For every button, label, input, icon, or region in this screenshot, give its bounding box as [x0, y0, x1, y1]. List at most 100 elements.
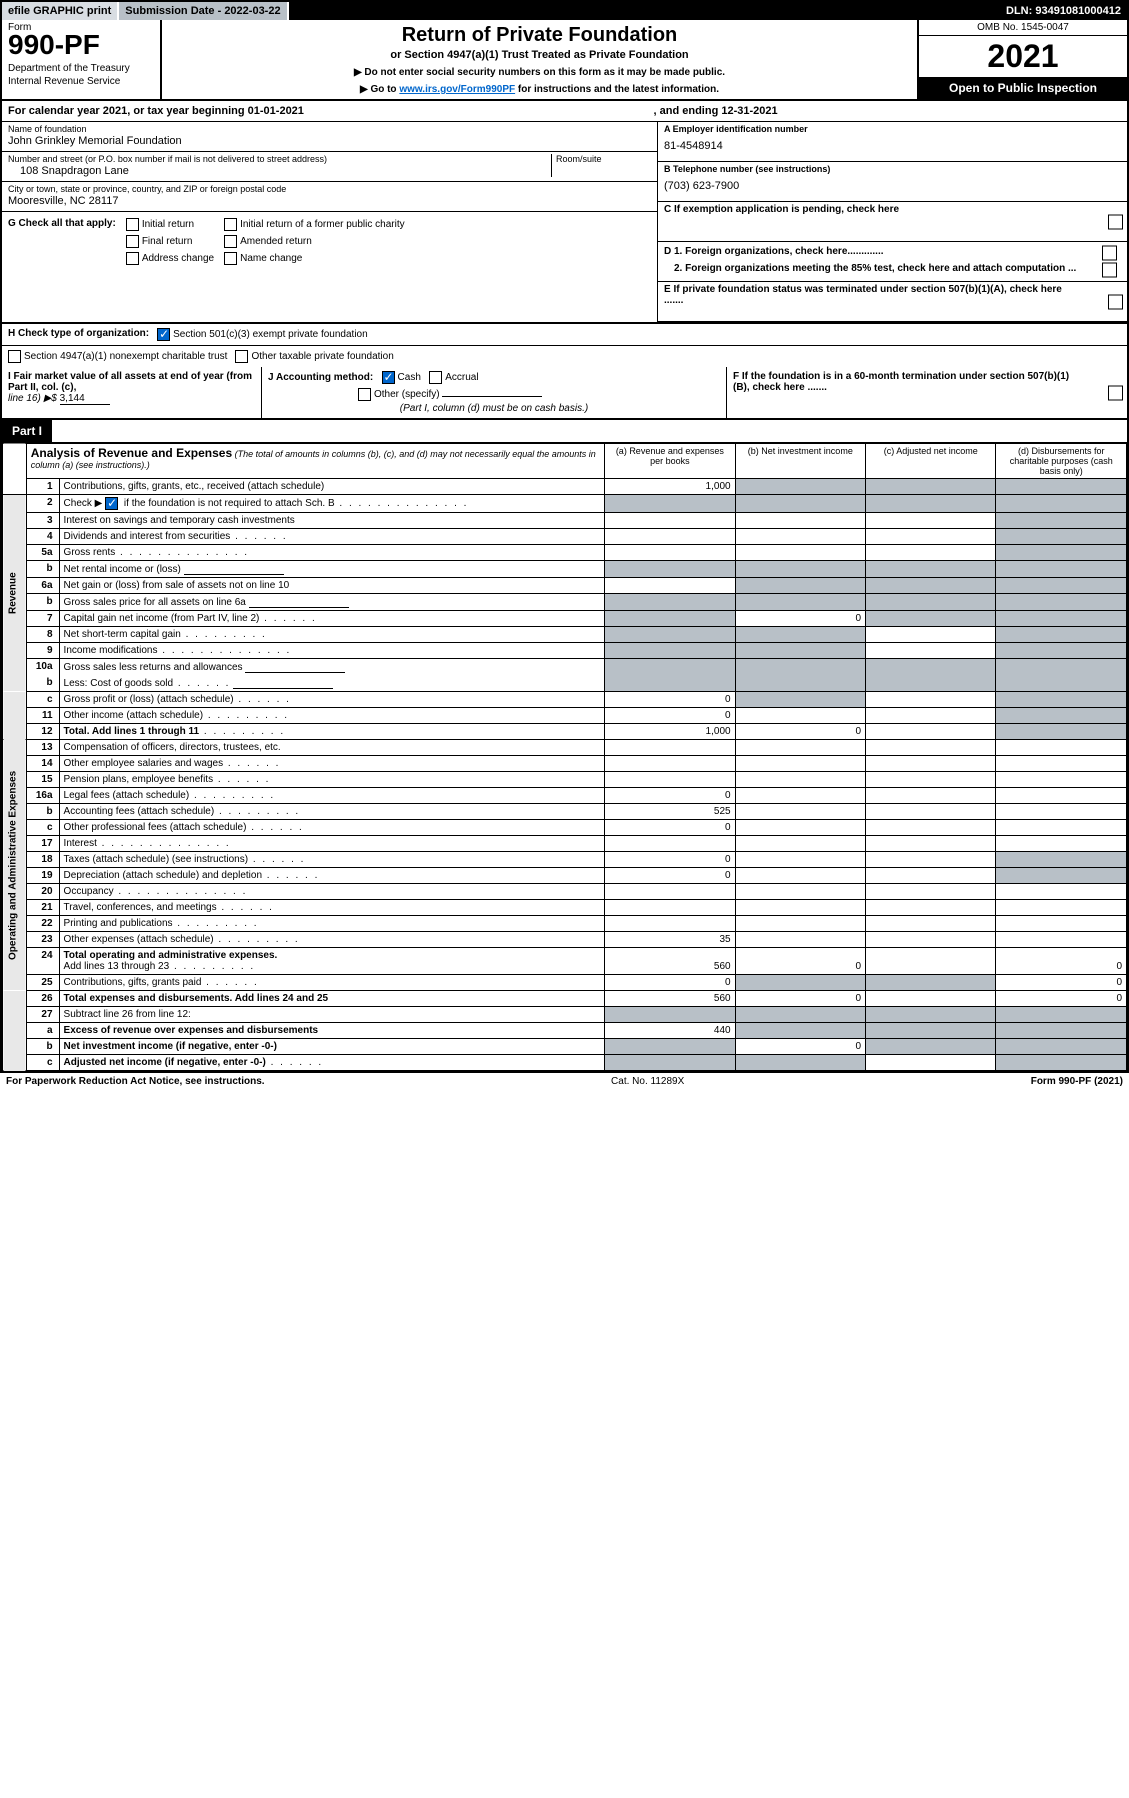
- col-a-header: (a) Revenue and expenses per books: [605, 443, 735, 479]
- d-foreign-row: D 1. Foreign organizations, check here..…: [658, 242, 1127, 282]
- table-row: 10aGross sales less returns and allowanc…: [3, 659, 1127, 676]
- ij-row: I Fair market value of all assets at end…: [2, 367, 1127, 420]
- checkbox-icon[interactable]: [126, 252, 139, 265]
- table-row: cAdjusted net income (if negative, enter…: [3, 1055, 1127, 1071]
- checkbox-icon[interactable]: [8, 350, 21, 363]
- ein-value: 81-4548914: [664, 140, 1121, 152]
- dln-label: DLN: 93491081000412: [1000, 2, 1127, 20]
- h-org-type-row: H Check type of organization: Section 50…: [2, 324, 1127, 346]
- table-row: 9Income modifications: [3, 643, 1127, 659]
- g-opt-final: Final return: [126, 235, 214, 248]
- tax-year: 2021: [919, 36, 1127, 77]
- checkbox-checked-icon[interactable]: [105, 497, 118, 510]
- f-termination-box: F If the foundation is in a 60-month ter…: [727, 367, 1127, 418]
- table-row: 15Pension plans, employee benefits: [3, 772, 1127, 788]
- checkbox-icon[interactable]: [126, 235, 139, 248]
- e-terminated-row: E If private foundation status was termi…: [658, 282, 1127, 322]
- checkbox-icon[interactable]: [429, 371, 442, 384]
- g-opt-amended: Amended return: [224, 235, 405, 248]
- table-row: bNet investment income (if negative, ent…: [3, 1039, 1127, 1055]
- checkbox-checked-icon[interactable]: [382, 371, 395, 384]
- table-row: 26Total expenses and disbursements. Add …: [3, 991, 1127, 1007]
- e-label: E If private foundation status was termi…: [664, 284, 1062, 306]
- checkbox-icon[interactable]: [358, 388, 371, 401]
- city: Mooresville, NC 28117: [8, 195, 651, 207]
- revenue-sidelabel: Revenue: [3, 495, 27, 692]
- g-opt-initial: Initial return: [126, 218, 214, 231]
- checkbox-icon[interactable]: [224, 235, 237, 248]
- table-row: 14Other employee salaries and wages: [3, 756, 1127, 772]
- table-row: 20Occupancy: [3, 884, 1127, 900]
- j-note: (Part I, column (d) must be on cash basi…: [400, 403, 588, 414]
- table-row: cOther professional fees (attach schedul…: [3, 820, 1127, 836]
- table-row: 27Subtract line 26 from line 12:: [3, 1007, 1127, 1023]
- info-left-col: Name of foundation John Grinkley Memoria…: [2, 122, 658, 322]
- dept-irs: Internal Revenue Service: [8, 76, 154, 87]
- footer-mid: Cat. No. 11289X: [611, 1076, 684, 1087]
- h-opt-501c3: Section 501(c)(3) exempt private foundat…: [157, 328, 368, 341]
- info-right-col: A Employer identification number 81-4548…: [658, 122, 1127, 322]
- address: 108 Snapdragon Lane: [8, 165, 551, 177]
- part1-title: Analysis of Revenue and Expenses: [31, 446, 232, 460]
- footer-left: For Paperwork Reduction Act Notice, see …: [6, 1076, 265, 1087]
- city-row: City or town, state or province, country…: [2, 182, 657, 211]
- table-row: bAccounting fees (attach schedule)525: [3, 804, 1127, 820]
- table-row: 7Capital gain net income (from Part IV, …: [3, 611, 1127, 627]
- dept-treasury: Department of the Treasury: [8, 63, 154, 74]
- g-opt-name: Name change: [224, 252, 405, 265]
- h-row-2: Section 4947(a)(1) nonexempt charitable …: [2, 346, 1127, 367]
- form-number-box: Form 990-PF Department of the Treasury I…: [2, 20, 162, 99]
- table-row: 16aLegal fees (attach schedule)0: [3, 788, 1127, 804]
- calendar-year-row: For calendar year 2021, or tax year begi…: [2, 101, 1127, 122]
- checkbox-icon[interactable]: [235, 350, 248, 363]
- f-label: F If the foundation is in a 60-month ter…: [733, 371, 1069, 393]
- room-label: Room/suite: [556, 154, 651, 164]
- part1-table: Analysis of Revenue and Expenses (The to…: [2, 442, 1127, 1071]
- table-row: 25Contributions, gifts, grants paid00: [3, 975, 1127, 991]
- form-note-1: ▶ Do not enter social security numbers o…: [168, 67, 911, 78]
- title-box: Return of Private Foundation or Section …: [162, 20, 917, 99]
- phone-value: (703) 623-7900: [664, 180, 1121, 192]
- table-row: Operating and Administrative Expenses13C…: [3, 740, 1127, 756]
- address-row: Number and street (or P.O. box number if…: [2, 152, 657, 182]
- addr-label: Number and street (or P.O. box number if…: [8, 154, 551, 164]
- phone-row: B Telephone number (see instructions) (7…: [658, 162, 1127, 202]
- h-opt-other: Other taxable private foundation: [235, 350, 393, 363]
- g-opt-addr: Address change: [126, 252, 214, 265]
- i-value: 3,144: [60, 393, 110, 405]
- table-row: cGross profit or (loss) (attach schedule…: [3, 692, 1127, 708]
- submission-date: Submission Date - 2022-03-22: [119, 2, 288, 20]
- col-d-header: (d) Disbursements for charitable purpose…: [996, 443, 1127, 479]
- table-row: 1Contributions, gifts, grants, etc., rec…: [3, 479, 1127, 495]
- year-box: OMB No. 1545-0047 2021 Open to Public In…: [917, 20, 1127, 99]
- g-opt-former: Initial return of a former public charit…: [224, 218, 405, 231]
- col-c-header: (c) Adjusted net income: [866, 443, 996, 479]
- table-row: 11Other income (attach schedule)0: [3, 708, 1127, 724]
- info-grid: Name of foundation John Grinkley Memoria…: [2, 122, 1127, 324]
- j-label: J Accounting method:: [268, 372, 373, 383]
- table-row: 22Printing and publications: [3, 916, 1127, 932]
- irs-link[interactable]: www.irs.gov/Form990PF: [399, 84, 515, 95]
- checkbox-icon[interactable]: [224, 252, 237, 265]
- table-row: 4Dividends and interest from securities: [3, 529, 1127, 545]
- foundation-name-row: Name of foundation John Grinkley Memoria…: [2, 122, 657, 152]
- footer-right: Form 990-PF (2021): [1031, 1076, 1123, 1087]
- h-label: H Check type of organization:: [8, 328, 149, 341]
- table-row: bNet rental income or (loss): [3, 561, 1127, 578]
- part1-tab: Part I: [2, 420, 52, 442]
- d1-label: D 1. Foreign organizations, check here..…: [664, 246, 884, 257]
- table-row: 6aNet gain or (loss) from sale of assets…: [3, 578, 1127, 594]
- form-container: efile GRAPHIC print Submission Date - 20…: [0, 0, 1129, 1073]
- footer: For Paperwork Reduction Act Notice, see …: [0, 1073, 1129, 1090]
- checkbox-icon[interactable]: [224, 218, 237, 231]
- checkbox-icon[interactable]: [126, 218, 139, 231]
- calendar-begin: For calendar year 2021, or tax year begi…: [8, 105, 654, 117]
- table-row: 17Interest: [3, 836, 1127, 852]
- checkbox-checked-icon[interactable]: [157, 328, 170, 341]
- ein-row: A Employer identification number 81-4548…: [658, 122, 1127, 162]
- form-number: 990-PF: [8, 29, 154, 61]
- city-label: City or town, state or province, country…: [8, 184, 651, 194]
- table-row: 8Net short-term capital gain: [3, 627, 1127, 643]
- table-row: aExcess of revenue over expenses and dis…: [3, 1023, 1127, 1039]
- table-row: 23Other expenses (attach schedule)35: [3, 932, 1127, 948]
